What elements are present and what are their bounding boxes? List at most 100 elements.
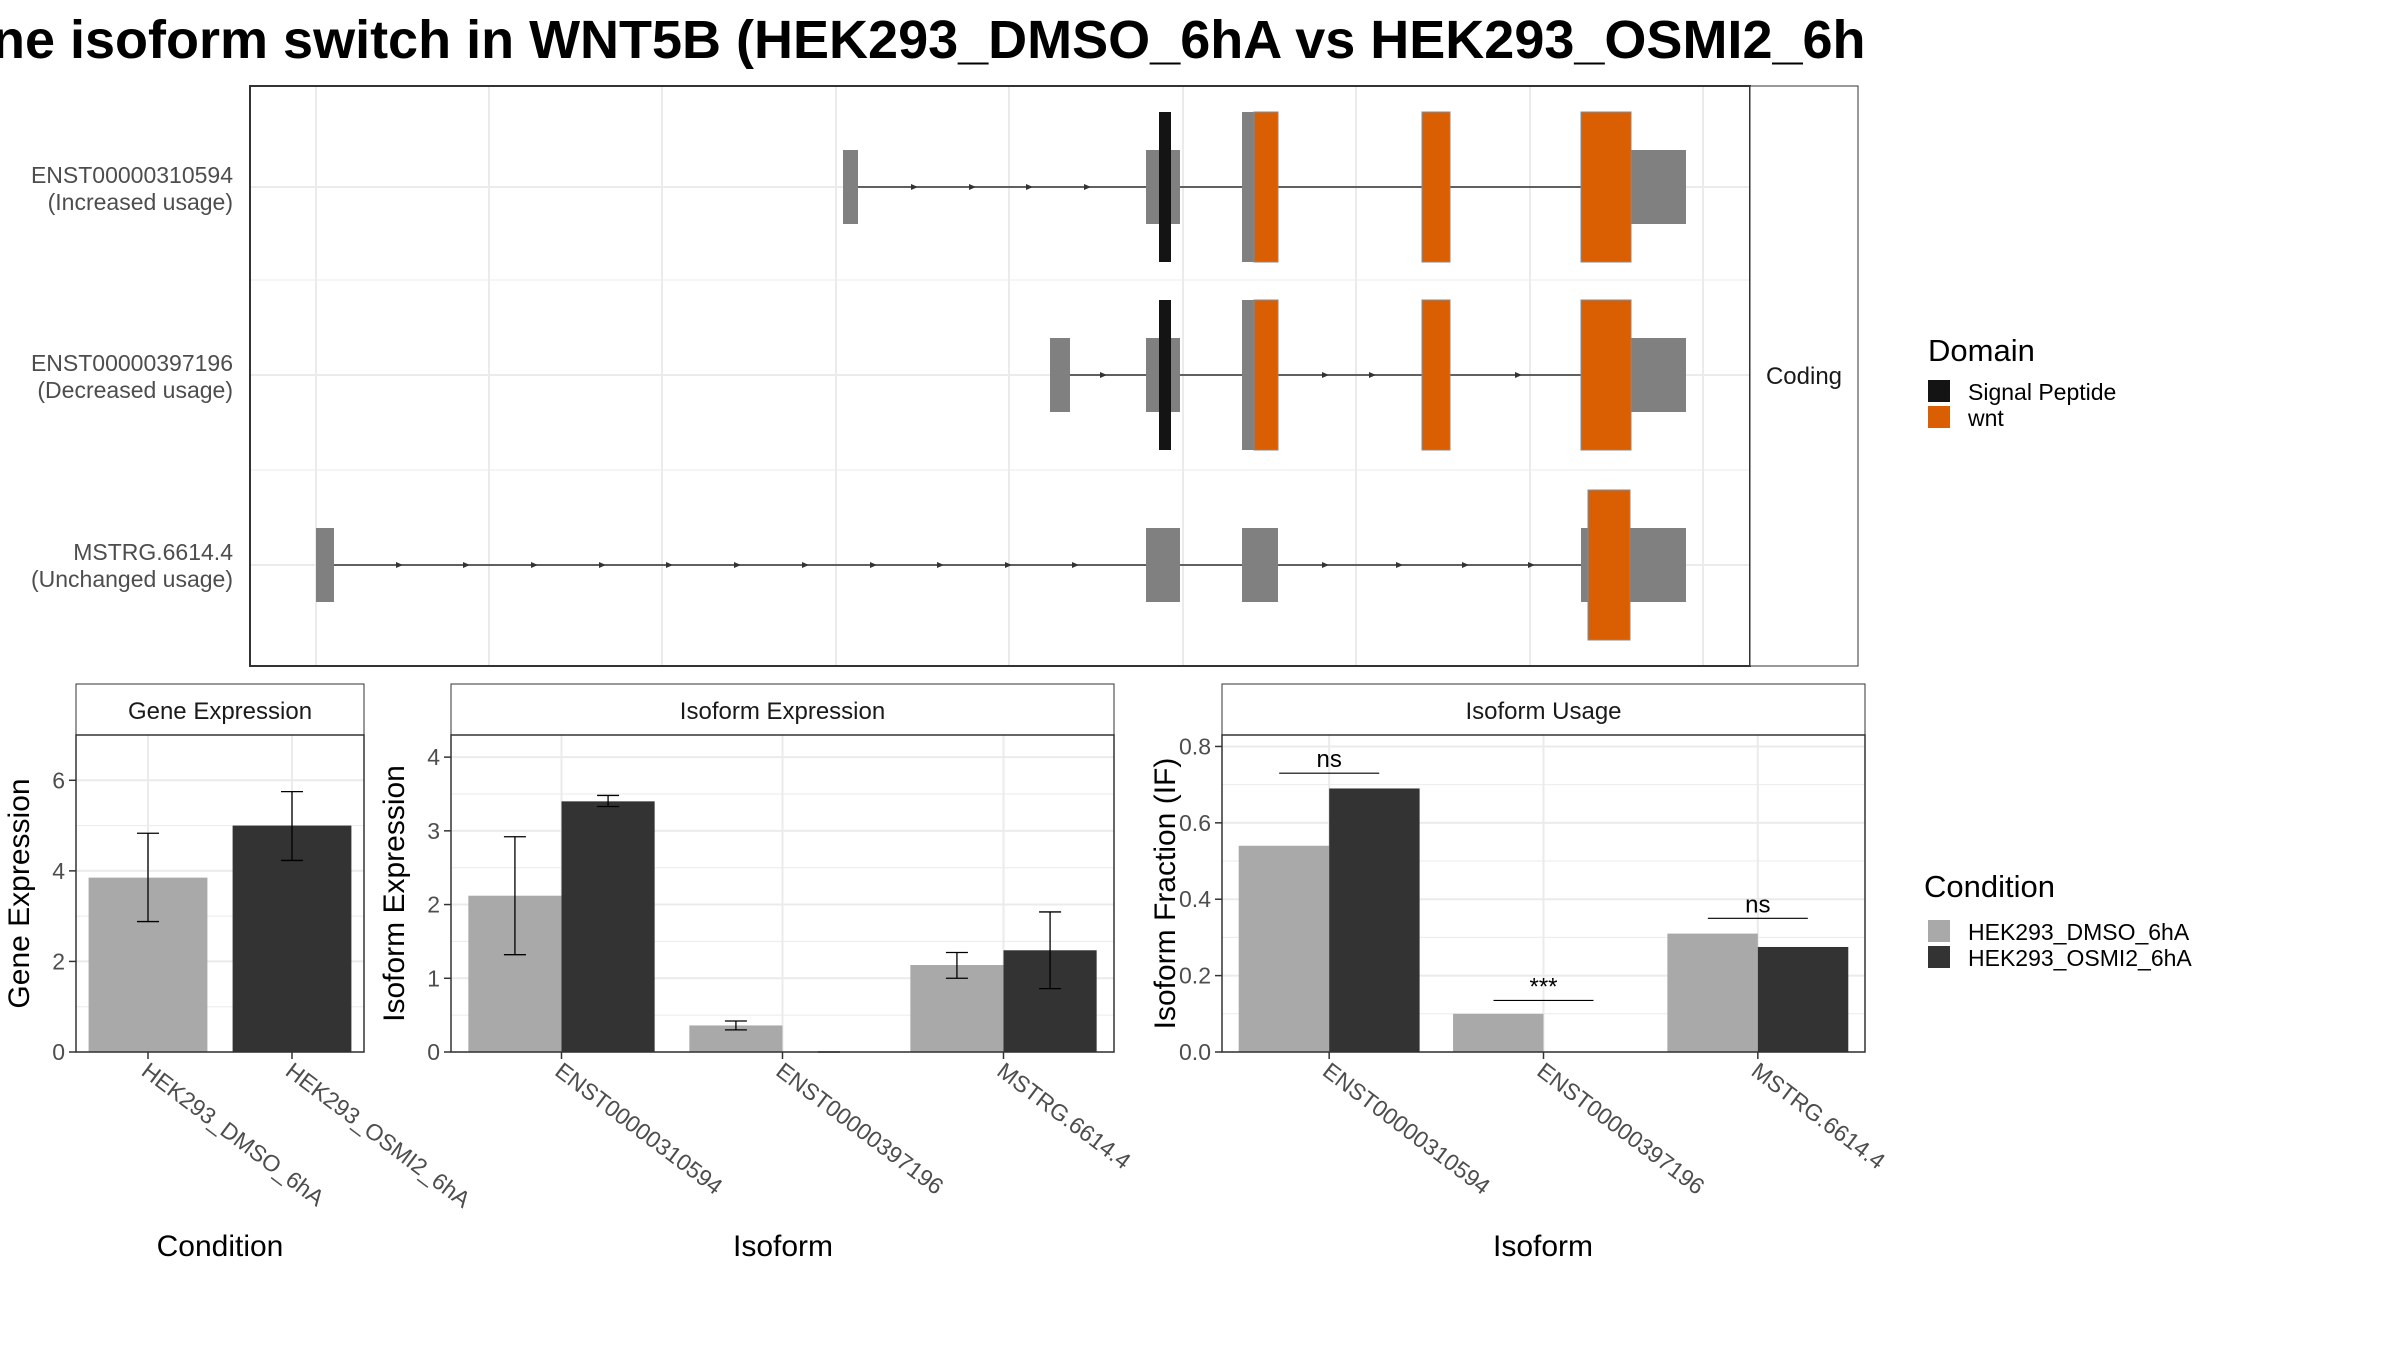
y-tick-label: 0.8: [1179, 733, 1211, 759]
dmso-swatch: [1928, 920, 1950, 942]
bar: [561, 801, 655, 1052]
intron-direction-arrow: [1369, 372, 1376, 378]
wnt-domain: [1421, 111, 1451, 263]
osmi2-legend-label: HEK293_OSMI2_6hA: [1968, 945, 2192, 971]
exon-block: [843, 150, 858, 224]
track-2-usage: (Unchanged usage): [31, 566, 233, 592]
intron-direction-arrow: [937, 562, 944, 568]
x-tick-label: MSTRG.6614.4: [992, 1057, 1135, 1174]
panel-strip: [75, 683, 365, 736]
exon-block: [1629, 338, 1686, 412]
panel-strip-title: Gene Expression: [128, 698, 312, 725]
intron-direction-arrow: [1005, 562, 1012, 568]
y-tick-label: 1: [427, 965, 440, 991]
transcript-structure-panel: Coding ENST00000310594 (Increased usage)…: [31, 85, 1859, 667]
y-tick-label: 2: [52, 948, 65, 974]
intron-direction-arrow: [802, 562, 809, 568]
intron-direction-arrow: [463, 562, 470, 568]
x-axis-title: Isoform: [733, 1230, 833, 1263]
intron-direction-arrow: [666, 562, 673, 568]
y-axis-title: Isoform Fraction (IF): [1149, 758, 1182, 1030]
wnt-domain: [1253, 111, 1279, 263]
x-tick-label: ENST00000397196: [1532, 1057, 1709, 1199]
intron-direction-arrow: [1396, 562, 1403, 568]
condition-legend: Condition HEK293_DMSO_6hA HEK293_OSMI2_6…: [1924, 869, 2192, 971]
intron-direction-arrow: [734, 562, 741, 568]
exon-block: [1242, 300, 1256, 450]
significance-label: ns: [1316, 746, 1341, 773]
intron-direction-arrow: [870, 562, 877, 568]
wnt-swatch: [1928, 406, 1950, 428]
panel-strip: [450, 683, 1115, 736]
bar: [232, 825, 352, 1052]
exon-block: [316, 528, 334, 602]
track-0-usage: (Increased usage): [48, 189, 233, 215]
bar: [1453, 1013, 1544, 1052]
intron-direction-arrow: [1528, 562, 1535, 568]
track-1-usage: (Decreased usage): [37, 377, 233, 403]
y-axis-title: Gene Expression: [3, 778, 36, 1008]
exon-block: [1581, 528, 1590, 602]
intron-direction-arrow: [1100, 372, 1107, 378]
x-tick-label: MSTRG.6614.4: [1747, 1057, 1890, 1174]
intron-direction-arrow: [1072, 562, 1079, 568]
exon-block: [1629, 528, 1686, 602]
signal-peptide-swatch: [1928, 380, 1950, 402]
y-tick-label: 6: [52, 767, 65, 793]
x-tick-label: ENST00000310594: [550, 1057, 727, 1199]
y-tick-label: 0.6: [1179, 810, 1211, 836]
y-tick-label: 0: [52, 1039, 65, 1065]
panel-border: [75, 734, 365, 1053]
signal-peptide-legend-label: Signal Peptide: [1968, 379, 2116, 405]
bar: [1329, 788, 1420, 1052]
y-tick-label: 3: [427, 818, 440, 844]
bar: [1238, 845, 1330, 1052]
signal-peptide-domain: [1159, 300, 1171, 450]
intron-direction-arrow: [911, 184, 918, 190]
panel-strip-title: Isoform Expression: [680, 698, 885, 725]
y-tick-label: 0.2: [1179, 963, 1211, 989]
osmi2-swatch: [1928, 946, 1950, 968]
y-tick-label: 0.4: [1179, 886, 1211, 912]
exon-block: [1146, 528, 1180, 602]
wnt-domain: [1421, 299, 1451, 451]
wnt-legend-label: wnt: [1967, 405, 2004, 431]
bar: [1757, 946, 1849, 1052]
x-axis-title: Isoform: [1493, 1230, 1593, 1263]
dmso-legend-label: HEK293_DMSO_6hA: [1968, 919, 2190, 945]
x-tick-label: ENST00000397196: [771, 1057, 948, 1199]
domain-legend-title: Domain: [1928, 333, 2035, 368]
intron-direction-arrow: [1084, 184, 1091, 190]
exon-block: [1629, 150, 1686, 224]
bar: [910, 965, 1004, 1052]
intron-direction-arrow: [1322, 562, 1329, 568]
intron-direction-arrow: [1462, 562, 1469, 568]
wnt-domain: [1253, 299, 1279, 451]
intron-direction-arrow: [599, 562, 606, 568]
track-0-id: ENST00000310594: [31, 162, 233, 188]
wnt-domain: [1587, 489, 1631, 641]
intron-direction-arrow: [1322, 372, 1329, 378]
intron-direction-arrow: [531, 562, 538, 568]
y-tick-label: 2: [427, 892, 440, 918]
x-axis-title: Condition: [157, 1230, 284, 1263]
condition-legend-title: Condition: [1924, 869, 2055, 904]
structure-tracks: [316, 111, 1686, 641]
track-2-id: MSTRG.6614.4: [73, 539, 233, 565]
isoform-usage-chart: Isoform Usage 0.0 0.2 0.4 0.6 0.8 ns *** ns ENST0…: [1149, 683, 1890, 1263]
domain-legend: Domain Signal Peptide wnt: [1928, 333, 2116, 431]
y-tick-label: 4: [427, 744, 440, 770]
y-tick-label: 4: [52, 858, 65, 884]
signal-peptide-domain: [1159, 112, 1171, 262]
exon-block: [1050, 338, 1070, 412]
track-1-id: ENST00000397196: [31, 350, 233, 376]
x-tick-label: ENST00000310594: [1318, 1057, 1495, 1199]
intron-direction-arrow: [1026, 184, 1033, 190]
y-tick-label: 0: [427, 1039, 440, 1065]
y-axis-title: Isoform Expression: [378, 765, 411, 1022]
intron-direction-arrow: [1515, 372, 1522, 378]
significance-label: ns: [1745, 891, 1770, 918]
intron-direction-arrow: [969, 184, 976, 190]
wnt-domain: [1580, 111, 1632, 263]
